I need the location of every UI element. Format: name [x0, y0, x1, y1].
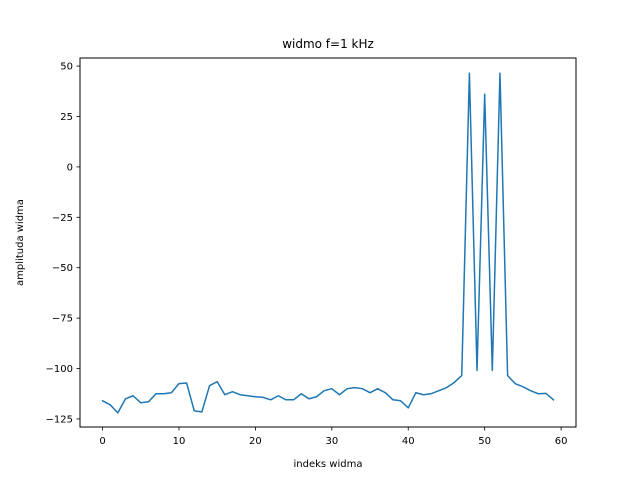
y-tick-label: 25	[60, 112, 73, 123]
spectrum-series-line	[101, 72, 555, 414]
y-tick-label: 50	[60, 62, 73, 73]
x-tick-label: 50	[478, 436, 491, 447]
series-layer	[101, 72, 555, 414]
x-tick-label: 40	[402, 436, 415, 447]
plot-frame	[79, 57, 577, 428]
y-tick-label: 0	[67, 162, 73, 173]
x-axis-label: indeks widma	[294, 459, 363, 470]
y-tick-label: −75	[52, 314, 73, 325]
ticks-layer: 0 10 20 30 40 50 60 50 25 0 −25 −50 −75 −100 −125	[46, 62, 568, 447]
x-tick-label: 10	[173, 436, 186, 447]
y-tick-label: −100	[46, 364, 73, 375]
y-tick-label: −125	[46, 414, 73, 425]
y-tick-label: −50	[52, 263, 73, 274]
y-tick-label: −25	[52, 213, 73, 224]
y-axis-label: amplituda widma	[15, 199, 26, 286]
chart-title: widmo f=1 kHz	[282, 37, 374, 51]
x-tick-label: 0	[99, 436, 105, 447]
x-tick-label: 60	[555, 436, 568, 447]
x-tick-label: 20	[249, 436, 262, 447]
x-tick-label: 30	[325, 436, 338, 447]
